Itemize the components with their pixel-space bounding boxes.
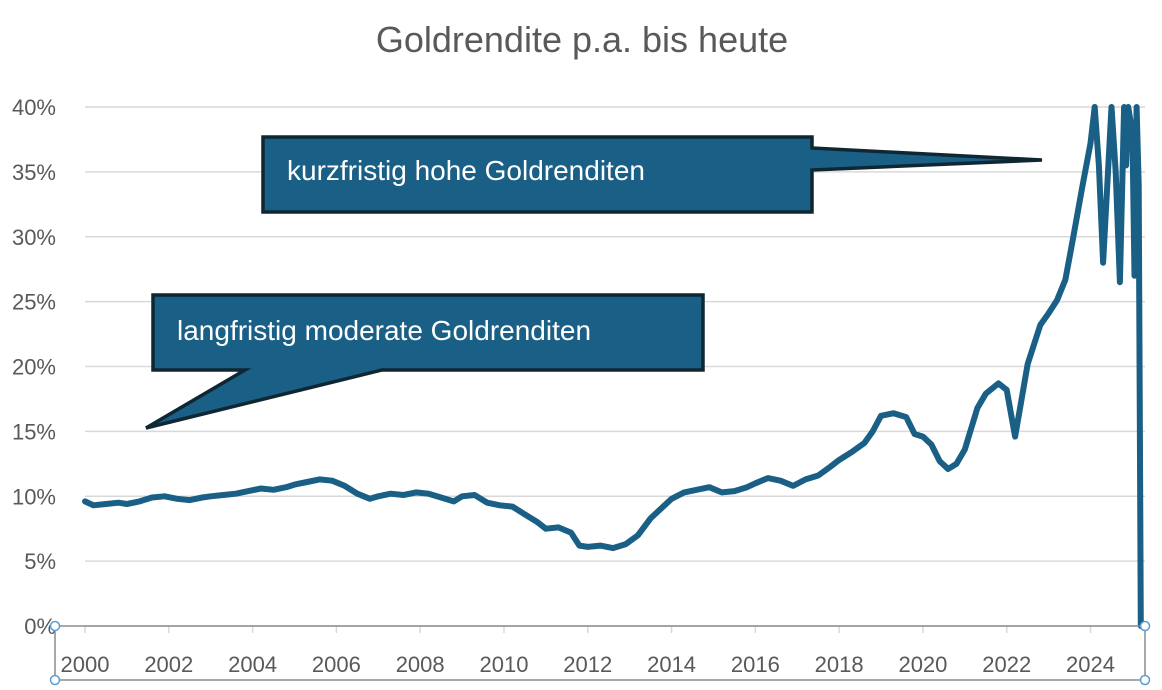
y-tick-label: 25% [12, 290, 56, 315]
x-tick-label: 2012 [563, 652, 612, 677]
x-tick-label: 2006 [312, 652, 361, 677]
x-tick-label: 2018 [815, 652, 864, 677]
x-axis [84, 625, 1145, 633]
x-tick-label: 2016 [731, 652, 780, 677]
x-tick-label: 2002 [144, 652, 193, 677]
x-tick-label: 2010 [479, 652, 528, 677]
y-tick-label: 30% [12, 225, 56, 250]
x-tick-label: 2000 [61, 652, 110, 677]
callout-short-term-box [261, 135, 1043, 214]
series-lines [82, 104, 1144, 629]
series-line-0 [82, 104, 1144, 629]
chart-title: Goldrendite p.a. bis heute [376, 19, 788, 60]
y-tick-label: 15% [12, 419, 56, 444]
x-tick-label: 2022 [982, 652, 1031, 677]
callout-long-term: langfristig moderate Goldrenditen [145, 293, 705, 430]
y-tick-label: 40% [12, 95, 56, 120]
callout-short-term-text: kurzfristig hohe Goldrenditen [287, 155, 645, 186]
y-tick-label: 10% [12, 484, 56, 509]
x-tick-label: 2020 [898, 652, 947, 677]
y-axis-tick-labels: 0%5%10%15%20%25%30%35%40% [12, 95, 56, 639]
callout-long-term-text: langfristig moderate Goldrenditen [177, 315, 591, 346]
y-tick-label: 35% [12, 160, 56, 185]
callout-long-term-box [145, 293, 705, 430]
x-tick-label: 2014 [647, 652, 696, 677]
x-tick-label: 2004 [228, 652, 277, 677]
x-axis-tick-labels: 2000 2002 2004 2006 2008 2010 2012 2014 2016 2018… [61, 652, 1115, 677]
callout-short-term: kurzfristig hohe Goldrenditen [261, 135, 1043, 214]
y-tick-label: 5% [24, 549, 56, 574]
y-tick-label: 20% [12, 355, 56, 380]
x-tick-label: 2008 [396, 652, 445, 677]
x-tick-label: 2024 [1066, 652, 1115, 677]
axis-selection-frame[interactable] [49, 620, 1151, 686]
